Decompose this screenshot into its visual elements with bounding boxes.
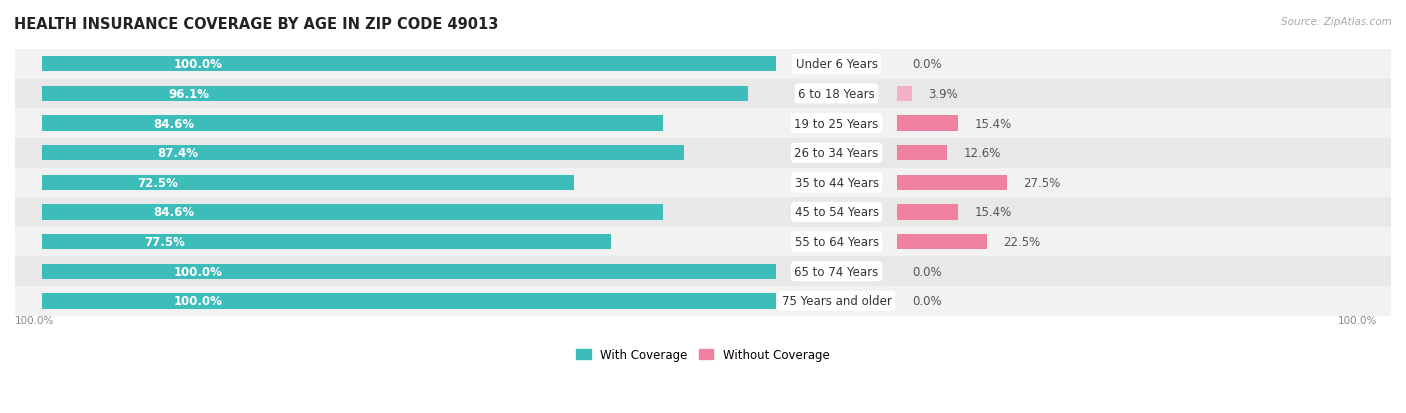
Text: 35 to 44 Years: 35 to 44 Years (794, 176, 879, 190)
Text: 65 to 74 Years: 65 to 74 Years (794, 265, 879, 278)
Bar (15, 198, 1391, 227)
Text: 27.5%: 27.5% (1024, 176, 1060, 190)
Text: 84.6%: 84.6% (153, 206, 195, 219)
Bar (897, 234, 987, 250)
Bar (42, 234, 612, 250)
Bar (897, 116, 959, 131)
Text: 0.0%: 0.0% (912, 295, 942, 308)
Bar (15, 257, 1391, 286)
Text: 100.0%: 100.0% (174, 58, 222, 71)
Bar (15, 50, 1391, 79)
Text: 96.1%: 96.1% (169, 88, 209, 101)
Bar (897, 86, 912, 102)
Text: Source: ZipAtlas.com: Source: ZipAtlas.com (1281, 17, 1392, 26)
Text: 45 to 54 Years: 45 to 54 Years (794, 206, 879, 219)
Bar (15, 79, 1391, 109)
Bar (42, 175, 575, 190)
Text: Under 6 Years: Under 6 Years (796, 58, 877, 71)
Legend: With Coverage, Without Coverage: With Coverage, Without Coverage (572, 344, 834, 366)
Text: 100.0%: 100.0% (174, 265, 222, 278)
Text: 72.5%: 72.5% (138, 176, 179, 190)
Bar (42, 86, 748, 102)
Bar (42, 146, 683, 161)
Text: HEALTH INSURANCE COVERAGE BY AGE IN ZIP CODE 49013: HEALTH INSURANCE COVERAGE BY AGE IN ZIP … (14, 17, 499, 31)
Text: 100.0%: 100.0% (15, 316, 55, 325)
Text: 22.5%: 22.5% (1002, 235, 1040, 249)
Bar (42, 205, 664, 220)
Bar (42, 57, 776, 72)
Text: 15.4%: 15.4% (974, 117, 1012, 130)
Text: 75 Years and older: 75 Years and older (782, 295, 891, 308)
Bar (15, 227, 1391, 257)
Text: 77.5%: 77.5% (145, 235, 186, 249)
Bar (42, 294, 776, 309)
Text: 12.6%: 12.6% (963, 147, 1001, 160)
Text: 26 to 34 Years: 26 to 34 Years (794, 147, 879, 160)
Text: 15.4%: 15.4% (974, 206, 1012, 219)
Bar (42, 264, 776, 279)
Bar (15, 168, 1391, 198)
Text: 84.6%: 84.6% (153, 117, 195, 130)
Bar (42, 116, 664, 131)
Bar (15, 286, 1391, 316)
Bar (15, 138, 1391, 168)
Bar (897, 146, 948, 161)
Text: 87.4%: 87.4% (157, 147, 198, 160)
Text: 0.0%: 0.0% (912, 58, 942, 71)
Bar (897, 175, 1007, 190)
Text: 100.0%: 100.0% (1339, 316, 1378, 325)
Text: 3.9%: 3.9% (928, 88, 957, 101)
Bar (15, 109, 1391, 138)
Text: 100.0%: 100.0% (174, 295, 222, 308)
Text: 55 to 64 Years: 55 to 64 Years (794, 235, 879, 249)
Text: 0.0%: 0.0% (912, 265, 942, 278)
Text: 19 to 25 Years: 19 to 25 Years (794, 117, 879, 130)
Text: 6 to 18 Years: 6 to 18 Years (799, 88, 875, 101)
Bar (897, 205, 959, 220)
